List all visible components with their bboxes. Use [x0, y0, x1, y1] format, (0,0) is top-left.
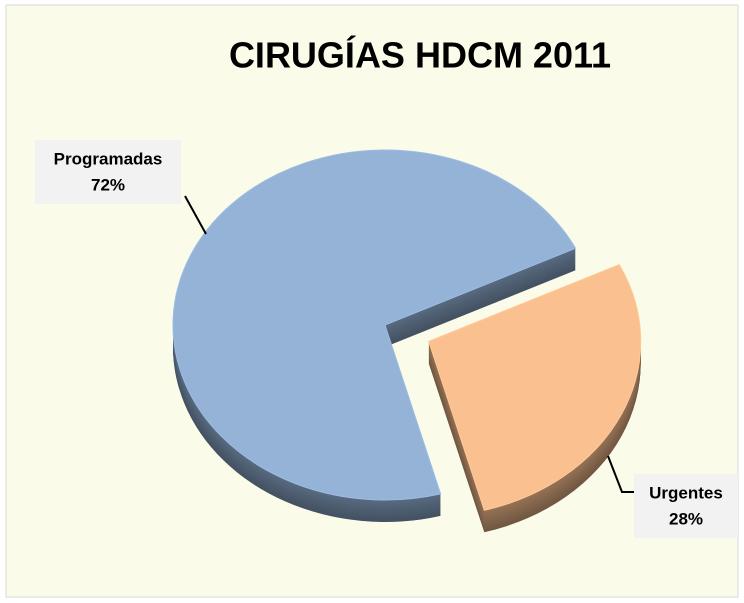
category-label: Programadas	[54, 149, 163, 168]
chart-title: CIRUGÍAS HDCM 2011	[229, 35, 611, 76]
leader-line	[607, 455, 634, 493]
pie	[172, 149, 642, 533]
value-label: 72%	[91, 175, 125, 194]
label-box	[35, 140, 181, 204]
label-programadas: Programadas 72%	[35, 140, 207, 235]
slice	[172, 149, 577, 501]
leader-line	[184, 195, 207, 235]
label-box	[634, 474, 738, 538]
category-label: Urgentes	[649, 483, 723, 502]
slice	[428, 264, 642, 511]
value-label: 28%	[669, 509, 703, 528]
label-urgentes: Urgentes 28%	[607, 455, 738, 538]
